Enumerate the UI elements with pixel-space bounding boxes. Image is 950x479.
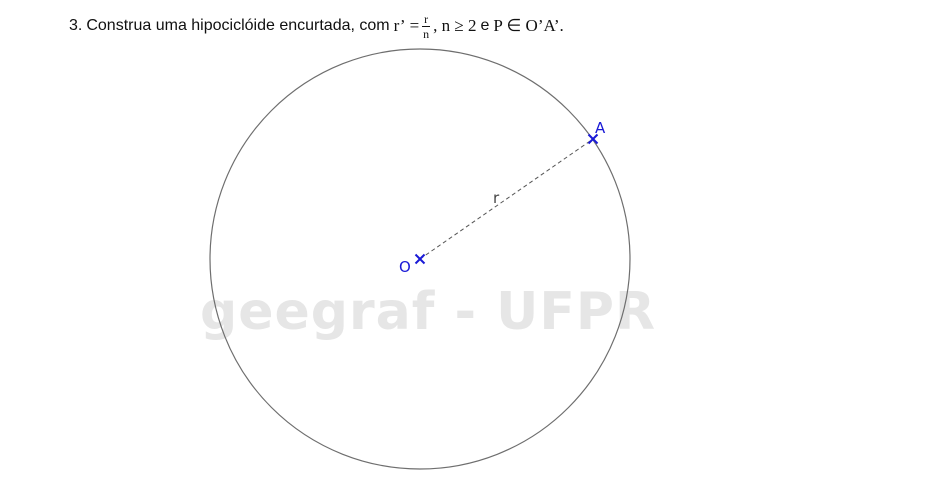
label-A: A xyxy=(595,119,606,137)
radius-segment-OA xyxy=(420,139,593,259)
label-O: O xyxy=(399,258,411,276)
label-radius-r: r xyxy=(493,189,500,207)
center-point-O xyxy=(416,255,425,264)
